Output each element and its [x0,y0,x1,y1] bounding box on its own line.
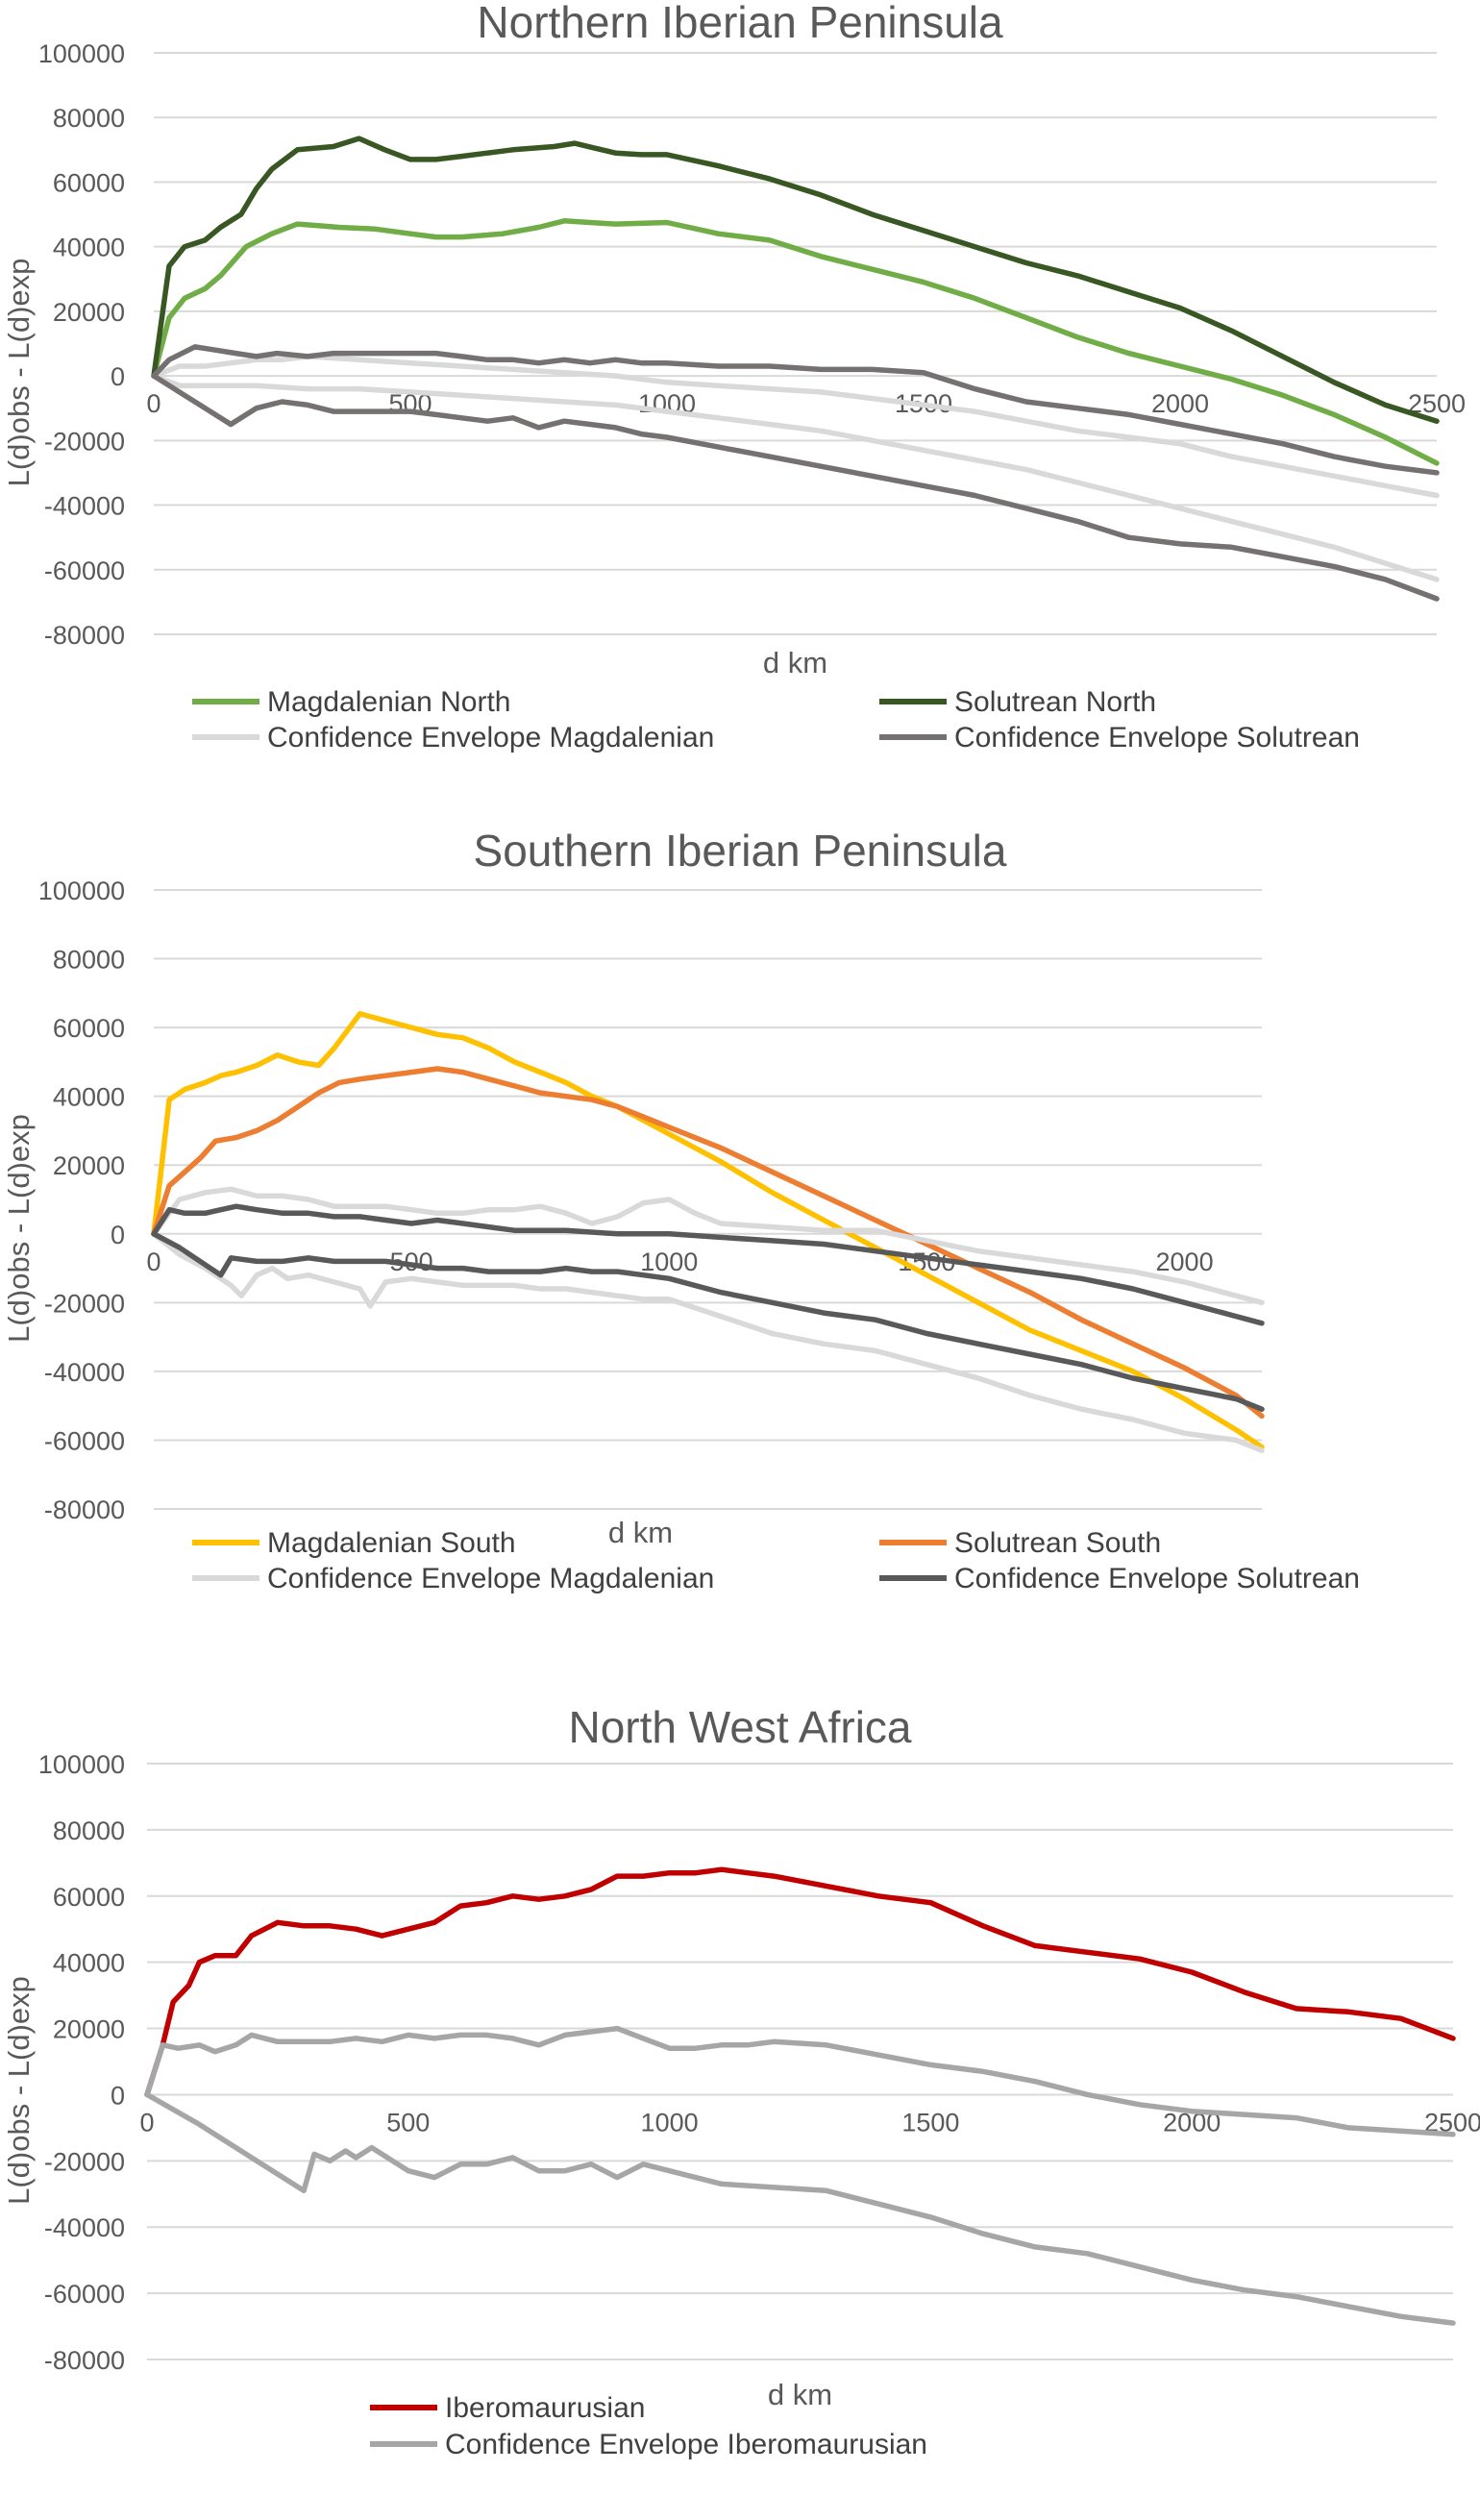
y-tick-label: 40000 [53,1949,125,1978]
y-tick-label: 80000 [53,946,125,975]
chart-title: Southern Iberian Peninsula [473,826,1007,876]
y-tick-label: 0 [111,362,125,391]
y-axis-title: L(d)obs - L(d)exp [2,1114,36,1343]
legend-label: Confidence Envelope Magdalenian [267,722,714,754]
y-tick-label: -20000 [44,1289,125,1318]
x-tick-label: 2000 [1151,389,1209,418]
series-line [151,1203,1265,1326]
y-tick-label: 0 [111,1221,125,1249]
legend-label: Solutrean South [954,1527,1161,1559]
chart-plot: 100000 80000 60000 40000 20000 0 -20000 -40000 -… [2,1750,1480,2460]
x-axis-title: d km [768,2378,832,2411]
series-line [151,373,1440,602]
y-tick-label: 40000 [53,234,125,262]
y-tick-label: 60000 [53,168,125,197]
x-axis-title: d km [608,1516,673,1549]
legend-label: Confidence Envelope Solutrean [954,1563,1360,1594]
y-tick-label: 60000 [53,1883,125,1912]
legend-label: Iberomaurusian [445,2392,645,2424]
chart-panel-africa: North West Africa 100000 80000 60000 40000 2… [0,1692,1480,2518]
x-tick-label: 0 [146,389,160,418]
y-tick-label: -40000 [44,492,125,521]
series-line [151,1231,1265,1412]
y-tick-label: 100000 [38,1750,125,1779]
y-tick-label: 40000 [53,1083,125,1112]
chart-title: Northern Iberian Peninsula [477,0,1003,47]
chart-panel-south: Southern Iberian Peninsula 100000 80000 60… [0,817,1480,1634]
y-tick-label: 20000 [53,2015,125,2044]
legend-label: Confidence Envelope Iberomaurusian [445,2429,927,2460]
y-tick-label: 20000 [53,1151,125,1180]
y-tick-label: -80000 [44,621,125,650]
series-line [151,344,1440,476]
series-line [151,1186,1265,1306]
chart-plot: 100000800006000040000200000-20000-40000-… [2,39,1466,754]
series-line [144,2091,1456,2326]
x-tick-label: 1000 [640,1248,698,1276]
legend-label: Confidence Envelope Magdalenian [267,1563,714,1594]
y-tick-label: 80000 [53,1816,125,1845]
x-tick-label: 0 [139,2108,154,2137]
series-line [151,354,1440,499]
y-tick-label: -40000 [44,2213,125,2242]
y-tick-label: -60000 [44,2280,125,2309]
y-tick-label: -60000 [44,1426,125,1455]
y-axis-title: L(d)obs - L(d)exp [2,1976,36,2205]
y-tick-label: 80000 [53,104,125,133]
legend-label: Magdalenian South [267,1527,516,1559]
y-tick-label: -60000 [44,556,125,585]
series-line [151,373,1440,582]
chart-title: North West Africa [568,1702,912,1752]
y-tick-label: -20000 [44,427,125,456]
y-tick-label: 100000 [38,39,125,68]
y-tick-label: -40000 [44,1358,125,1387]
series-line [144,2025,1456,2137]
series-line [151,218,1440,466]
y-axis-title: L(d)obs - L(d)exp [2,259,36,487]
series-line [151,1231,1265,1453]
x-tick-label: 0 [146,1248,160,1276]
legend-label: Solutrean North [954,686,1156,718]
y-tick-label: -80000 [44,2346,125,2375]
x-axis-title: d km [763,646,827,679]
y-tick-label: 60000 [53,1014,125,1043]
y-tick-label: -20000 [44,2147,125,2176]
legend-label: Confidence Envelope Solutrean [954,722,1360,754]
x-tick-label: 1500 [901,2108,959,2137]
series-line [151,1066,1265,1420]
chart-plot: 100000800006000040000200000-20000-40000-… [2,877,1360,1594]
x-tick-label: 500 [386,2108,430,2137]
y-tick-label: 0 [111,2081,125,2110]
legend-label: Magdalenian North [267,686,511,718]
chart-panel-north: Northern Iberian Peninsula 100000 80000 60… [0,0,1480,798]
series-line [151,1011,1265,1450]
series-line [144,1866,1456,2098]
x-tick-label: 2000 [1156,1248,1214,1276]
series-line [151,136,1440,424]
y-tick-label: 20000 [53,298,125,327]
y-tick-label: -80000 [44,1495,125,1524]
x-tick-label: 1000 [641,2108,699,2137]
y-tick-label: 100000 [38,877,125,905]
